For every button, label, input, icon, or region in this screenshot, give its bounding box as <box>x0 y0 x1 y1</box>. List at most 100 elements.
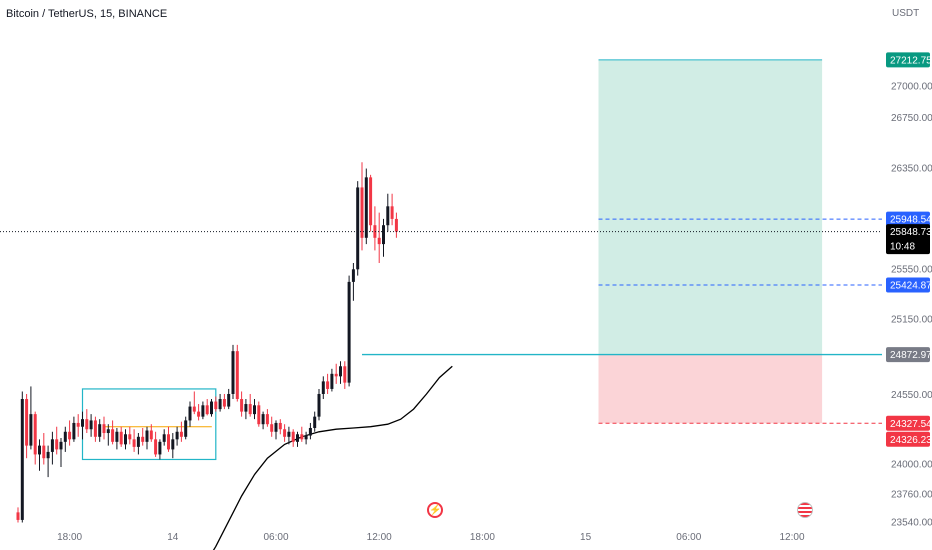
candle <box>360 162 364 251</box>
price-tick-label: 26750.00 <box>891 113 932 124</box>
time-tick-label: 14 <box>167 532 179 543</box>
price-tag-label: 24872.97 <box>890 350 932 361</box>
candle-body <box>50 439 54 452</box>
candle-body <box>16 512 20 520</box>
candle-body <box>119 431 123 445</box>
candle <box>356 181 360 276</box>
price-tag-bg <box>886 277 930 293</box>
candle-body <box>132 439 136 447</box>
candle <box>313 411 317 432</box>
candle <box>300 426 304 442</box>
candle-body <box>291 431 295 442</box>
candle-body <box>274 422 278 432</box>
candle <box>72 416 76 442</box>
candle <box>149 424 153 442</box>
price-tag: 25848.73 10:48 <box>886 224 932 255</box>
candle <box>321 376 325 400</box>
moving-average-line <box>212 365 453 550</box>
candle-body <box>304 435 308 440</box>
candle-body <box>184 420 188 437</box>
price-tag: 24326.23 <box>886 431 932 447</box>
candle <box>364 168 368 245</box>
candle-body <box>93 420 97 437</box>
candle <box>192 391 196 415</box>
candle-body <box>270 424 274 432</box>
candle <box>339 361 342 384</box>
candle <box>167 426 170 452</box>
candle-body <box>192 406 196 412</box>
candle <box>68 420 72 446</box>
candle <box>50 431 54 465</box>
time-tick-label: 06:00 <box>263 532 288 543</box>
candle <box>265 409 269 427</box>
candle-body <box>42 445 46 459</box>
candle-body <box>253 405 256 415</box>
candle-body <box>334 373 338 377</box>
price-tag: 24327.54 <box>886 415 932 431</box>
time-tick-label: 12:00 <box>367 532 392 543</box>
us-flag-event-icon[interactable] <box>797 502 813 518</box>
candle-body <box>261 414 265 425</box>
candle-body <box>394 218 398 232</box>
candles <box>16 162 398 523</box>
candle <box>248 393 252 417</box>
candle-body <box>351 269 355 282</box>
price-tag: 24872.97 <box>886 347 932 363</box>
candle <box>210 399 213 417</box>
lightning-event-icon[interactable]: ⚡ <box>427 502 443 518</box>
candle <box>278 419 282 435</box>
candle <box>85 409 89 434</box>
candle <box>270 416 274 437</box>
candle <box>184 416 188 440</box>
candle <box>308 422 312 440</box>
candle-body <box>149 430 153 440</box>
candle-body <box>218 399 222 410</box>
candle <box>132 429 136 452</box>
candle <box>197 404 201 421</box>
candle <box>128 426 132 445</box>
candle-body <box>369 177 373 226</box>
candle <box>158 439 162 460</box>
candle <box>154 431 158 457</box>
candle <box>106 424 110 446</box>
candle <box>115 427 119 450</box>
range-box-drawing <box>81 388 217 461</box>
target-zone <box>598 59 823 355</box>
candle-body <box>339 366 342 377</box>
price-tick-label: 27000.00 <box>891 82 932 93</box>
candle <box>373 206 377 251</box>
candle-body <box>326 381 330 389</box>
candle-body <box>265 414 269 425</box>
candle-body <box>210 401 213 415</box>
candle <box>25 393 29 459</box>
candle-body <box>227 393 231 407</box>
candle-body <box>188 406 192 421</box>
candle <box>369 174 373 232</box>
time-tick-label: 06:00 <box>676 532 701 543</box>
position-zones <box>598 59 823 424</box>
candle-body <box>29 414 33 446</box>
candle-body <box>356 187 360 270</box>
price-tick-label: 26350.00 <box>891 164 932 175</box>
candle-body <box>377 237 381 245</box>
candle-body <box>390 206 394 219</box>
price-tag-label: 27212.75 <box>890 55 932 66</box>
price-tag-countdown: 10:48 <box>890 242 915 253</box>
price-tag-label: 24326.23 <box>890 435 932 446</box>
candle-body <box>283 429 287 437</box>
candle <box>296 431 299 447</box>
price-tag-bg <box>886 211 930 227</box>
candle <box>162 429 166 446</box>
candle <box>119 426 123 447</box>
candle <box>201 401 205 420</box>
candle <box>261 411 265 430</box>
price-tick-label: 24000.00 <box>891 460 932 471</box>
candle <box>390 193 394 226</box>
price-tag: 25948.54 <box>886 211 932 227</box>
candle-body <box>55 439 59 450</box>
candle-body <box>76 422 80 427</box>
candle-body <box>373 225 377 238</box>
candle <box>235 344 239 402</box>
